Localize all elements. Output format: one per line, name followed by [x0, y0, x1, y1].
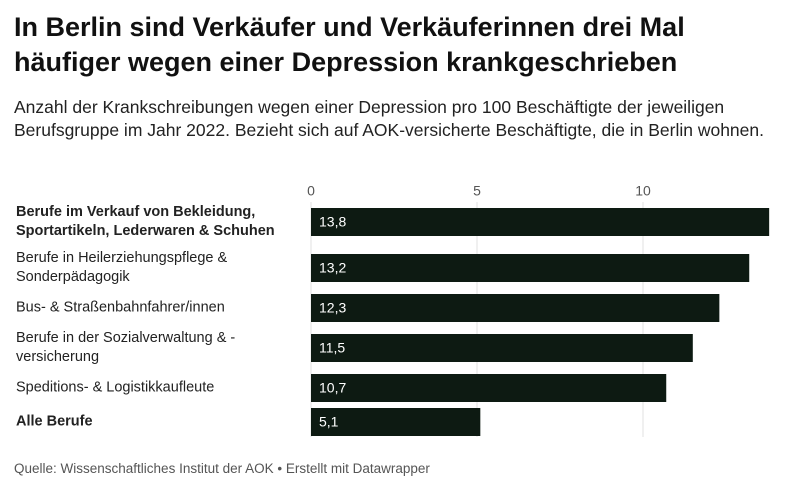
chart-subtitle: Anzahl der Krankschreibungen wegen einer…: [14, 97, 764, 140]
category-label: Berufe in der Sozialverwaltung & - versi…: [16, 330, 236, 365]
bar: [311, 208, 770, 236]
category-label: Bus- & Straßenbahnfahrer/innen: [16, 299, 225, 316]
x-tick-label: 10: [635, 183, 651, 199]
chart-title: In Berlin sind Verkäufer und Verkäuferin…: [14, 12, 685, 77]
credit: • Erstellt mit Datawrapper: [277, 461, 430, 476]
source: Quelle: Wissenschaftliches Institut der …: [14, 461, 274, 476]
category-label: Alle Berufe: [16, 413, 93, 430]
value-label: 5,1: [319, 414, 339, 430]
value-label: 10,7: [319, 380, 346, 396]
bar: [311, 408, 481, 436]
x-tick-label: 0: [307, 183, 315, 199]
value-label: 12,3: [319, 300, 346, 316]
x-tick-label: 5: [473, 183, 481, 199]
category-label: Berufe im Verkauf von Bekleidung, Sporta…: [16, 204, 275, 239]
value-label: 11,5: [319, 340, 345, 356]
bar: [311, 254, 750, 282]
bar: [311, 374, 667, 402]
category-label: Berufe in Heilerziehungspflege & Sonderp…: [16, 250, 228, 285]
bar: [311, 294, 720, 322]
footer: Quelle: Wissenschaftliches Institut der …: [14, 461, 430, 476]
value-label: 13,8: [319, 214, 346, 230]
category-label: Speditions- & Logistikkaufleute: [16, 379, 215, 396]
bar: [311, 334, 693, 362]
value-label: 13,2: [319, 260, 346, 276]
